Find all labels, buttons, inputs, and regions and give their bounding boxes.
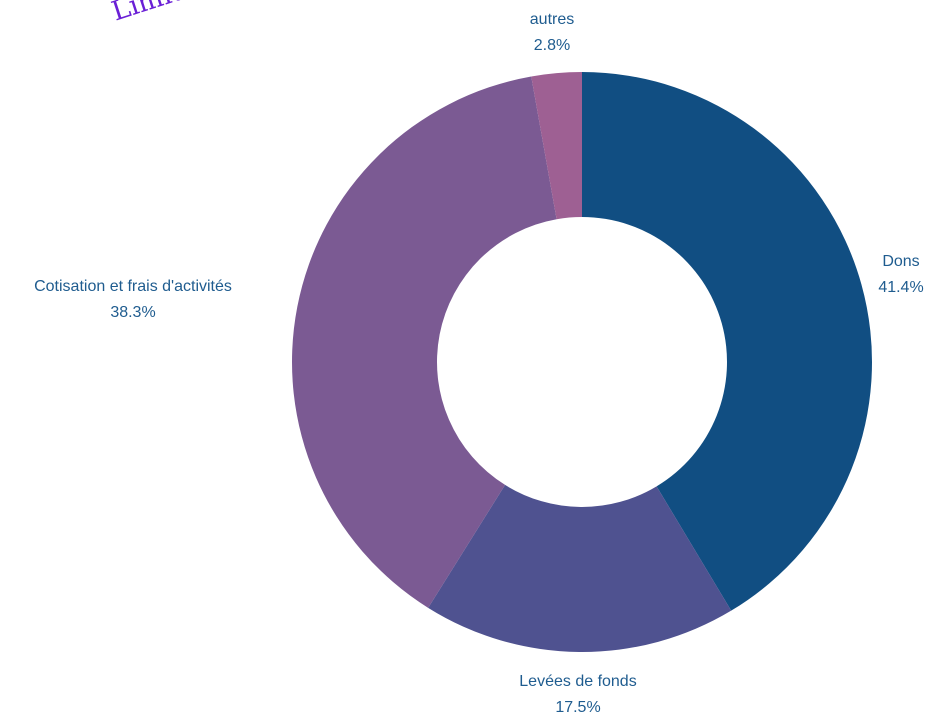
slice-label-name: Levées de fonds [519, 673, 636, 690]
labels-layer: Dons 41.4% Levées de fonds 17.5% Cotisation … [34, 11, 924, 716]
slice-label-name: Cotisation et frais d'activités [34, 278, 232, 295]
slice-autres [531, 72, 582, 220]
slice-label-name: Dons [882, 253, 919, 270]
slice-lev-es-de-fonds [428, 484, 732, 652]
slice-label-percent: 17.5% [555, 699, 600, 716]
slice-cotisation-et-frais-d-activit-s [292, 76, 557, 608]
slice-label-percent: 38.3% [110, 304, 155, 321]
slice-dons [582, 72, 873, 611]
slice-label-name: autres [530, 11, 574, 28]
slices-layer [292, 72, 873, 652]
slice-label-percent: 2.8% [534, 37, 570, 54]
slice-label-percent: 41.4% [878, 279, 923, 296]
